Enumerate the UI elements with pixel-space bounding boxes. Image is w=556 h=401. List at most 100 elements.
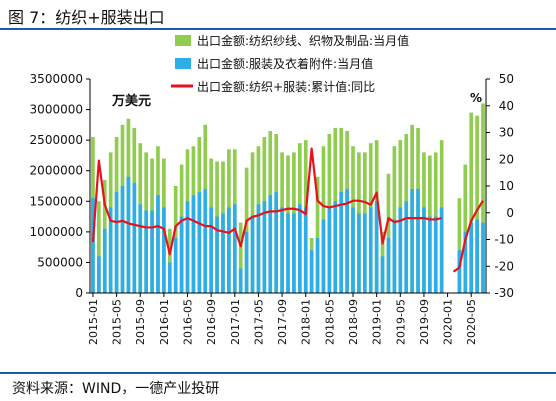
bar-garment-2019-04: [392, 219, 397, 293]
bar-garment-2015-07: [126, 176, 131, 293]
bar-garment-2018-05: [327, 207, 332, 293]
bar-garment-2019-11: [433, 216, 438, 293]
bar-garment-2015-06: [120, 186, 125, 293]
bar-garment-2019-01: [374, 201, 379, 293]
bar-garment-2017-08: [274, 192, 279, 293]
x-tick-label: 2019-05: [394, 299, 407, 345]
bar-garment-2016-02: [167, 262, 172, 293]
bar-textile-2015-02: [97, 201, 101, 293]
bar-garment-2018-04: [321, 219, 326, 293]
bar-garment-2020-04: [463, 231, 468, 293]
bar-garment-2016-08: [203, 189, 208, 293]
bar-textile-2020-06: [475, 115, 479, 293]
bar-textile-2020-03: [457, 198, 462, 293]
y-right-tick-label: -10: [494, 233, 514, 247]
bar-garment-2015-01: [91, 198, 95, 293]
bar-garment-2017-07: [268, 195, 273, 293]
x-tick-label: 2016-09: [205, 299, 218, 345]
x-tick-label: 2019-09: [418, 299, 431, 345]
bar-garment-2016-06: [191, 195, 196, 293]
y-right-tick-label: 40: [499, 99, 514, 113]
x-tick-label: 2016-05: [182, 299, 195, 345]
bar-garment-2018-07: [339, 192, 344, 293]
bar-garment-2017-06: [262, 201, 267, 293]
bar-garment-2018-06: [333, 201, 338, 293]
y-right-tick-label: -20: [494, 259, 514, 273]
x-tick-label: 2015-09: [134, 299, 147, 345]
bar-garment-2016-07: [197, 192, 202, 293]
bar-garment-2016-09: [209, 207, 213, 293]
bar-garment-2016-01: [162, 207, 166, 293]
bar-garment-2018-12: [368, 207, 373, 293]
bar-garment-2017-01: [232, 204, 237, 293]
bar-garment-2020-07: [481, 222, 485, 293]
unit-right: %: [470, 91, 482, 105]
bar-garment-2018-08: [345, 189, 349, 293]
y-left-tick-label: 3000000: [30, 103, 83, 117]
bar-garment-2019-10: [428, 216, 432, 293]
bar-textile-2017-03: [244, 167, 249, 293]
bar-garment-2017-03: [244, 231, 249, 293]
x-tick-label: 2018-01: [300, 299, 313, 345]
y-right-tick-label: 0: [506, 206, 514, 220]
bar-garment-2016-04: [179, 216, 184, 293]
bar-garment-2019-09: [422, 207, 426, 293]
bar-garment-2015-10: [144, 210, 148, 293]
legend-swatch-textile: [175, 35, 191, 46]
x-tick-label: 2019-01: [371, 299, 384, 345]
bar-garment-2016-10: [215, 216, 219, 293]
bar-garment-2015-12: [156, 195, 160, 293]
bar-garment-2019-05: [398, 207, 403, 293]
bar-garment-2017-05: [256, 204, 261, 293]
bar-garment-2018-02: [309, 250, 314, 293]
y-right-tick-label: -30: [494, 286, 514, 300]
x-tick-label: 2017-09: [276, 299, 289, 345]
bar-textile-2020-07: [481, 103, 485, 294]
bar-garment-2016-03: [173, 237, 178, 293]
y-right-tick-label: 30: [499, 126, 514, 140]
bar-garment-2015-02: [97, 256, 101, 293]
bar-garment-2017-11: [292, 213, 296, 293]
legend: 出口金额:纺织纱线、织物及制品:当月值出口金额:服装及衣着附件:当月值出口金额:…: [171, 33, 409, 94]
legend-label-yoy: 出口金额:纺织+服装:累计值:同比: [197, 79, 375, 94]
y-left-tick-label: 1500000: [30, 194, 83, 208]
bar-garment-2019-12: [439, 207, 444, 293]
y-right-tick-label: 50: [499, 72, 514, 86]
bar-textile-2016-02: [167, 228, 172, 293]
bar-garment-2020-05: [469, 222, 474, 293]
x-tick-label: 2015-01: [87, 299, 100, 345]
bar-garment-2018-09: [351, 207, 355, 293]
bar-garment-2019-07: [410, 189, 414, 293]
y-left-tick-label: 2500000: [30, 133, 83, 147]
bar-garment-2020-03: [457, 250, 462, 293]
y-left-tick-label: 2000000: [30, 164, 83, 178]
bar-garment-2019-06: [404, 201, 409, 293]
source-note: 资料来源：WIND，一德产业投研: [12, 381, 220, 397]
y-right-tick-label: 10: [499, 179, 514, 193]
line-yoy: [91, 147, 484, 273]
bar-garment-2018-03: [315, 237, 320, 293]
bar-garment-2017-04: [250, 216, 255, 293]
bar-garment-2018-10: [357, 213, 361, 293]
chart: 0 500000 1000000 1500000 2000000 2500000 30000…: [30, 33, 514, 345]
y-left-tick-label: 0: [75, 286, 83, 300]
figure-footer: 资料来源：WIND，一德产业投研: [0, 372, 556, 401]
legend-label-garment: 出口金额:服装及衣着附件:当月值: [197, 56, 373, 71]
x-tick-label: 2020-01: [442, 299, 455, 345]
y-left-tick-label: 3500000: [30, 72, 83, 86]
y-left-tick-label: 500000: [37, 255, 83, 269]
bar-garment-2017-10: [286, 213, 290, 293]
x-tick-label: 2017-01: [229, 299, 242, 345]
bar-garment-2019-03: [386, 237, 391, 293]
x-tick-label: 2018-05: [323, 299, 336, 345]
bar-garment-2018-01: [303, 207, 308, 293]
bar-garment-2016-11: [221, 213, 225, 293]
legend-label-textile: 出口金额:纺织纱线、织物及制品:当月值: [197, 33, 409, 48]
bar-garment-2018-11: [363, 213, 367, 293]
figure-header: 图 7：纺织+服装出口: [0, 0, 556, 30]
bar-garment-2017-02: [238, 268, 243, 293]
line-layer: [91, 147, 484, 273]
x-tick-label: 2015-05: [111, 299, 124, 345]
bar-garment-2015-03: [102, 228, 107, 293]
bar-garment-2015-11: [150, 210, 154, 293]
